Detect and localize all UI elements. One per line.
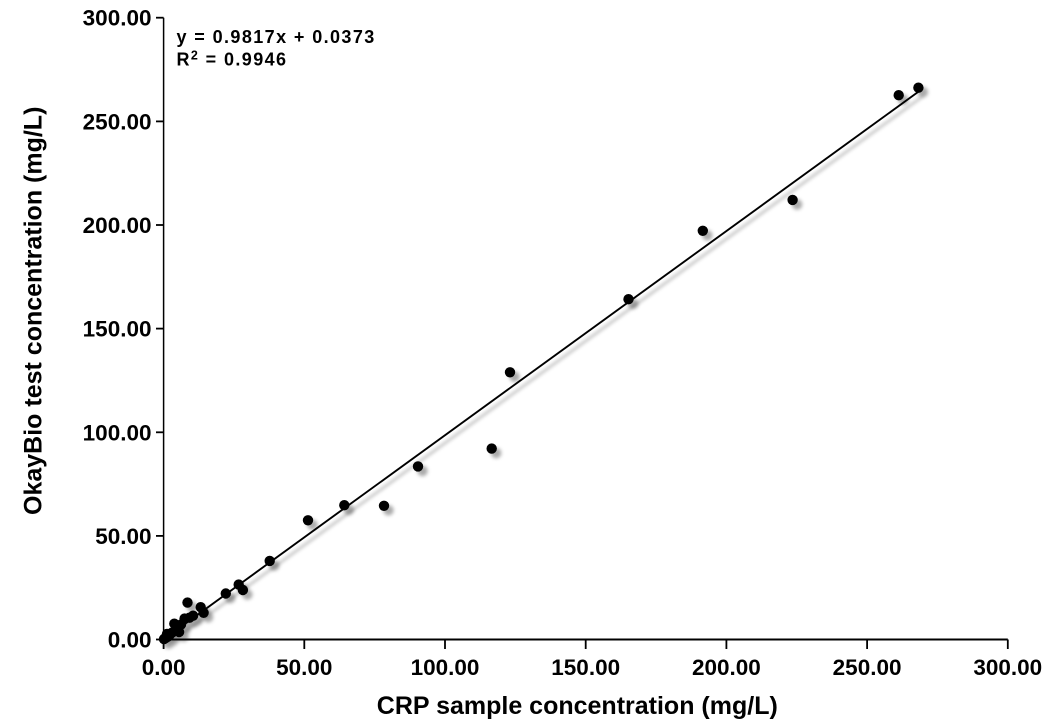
svg-text:250.00: 250.00: [833, 655, 902, 680]
svg-text:R2 = 0.9946: R2 = 0.9946: [177, 49, 288, 70]
svg-text:200.00: 200.00: [692, 655, 761, 680]
svg-text:0.00: 0.00: [142, 655, 186, 680]
svg-text:OkayBio test concentration (mg: OkayBio test concentration (mg/L): [20, 107, 48, 515]
svg-text:150.00: 150.00: [551, 655, 620, 680]
svg-text:300.00: 300.00: [83, 6, 152, 31]
svg-text:50.00: 50.00: [95, 524, 151, 549]
svg-text:100.00: 100.00: [83, 420, 152, 445]
svg-text:0.00: 0.00: [108, 628, 152, 653]
svg-text:150.00: 150.00: [83, 317, 152, 342]
svg-text:200.00: 200.00: [83, 213, 152, 238]
svg-text:100.00: 100.00: [411, 655, 480, 680]
svg-text:300.00: 300.00: [973, 655, 1042, 680]
svg-text:250.00: 250.00: [83, 109, 152, 134]
svg-text:CRP sample concentration (mg/L: CRP sample concentration (mg/L): [377, 692, 778, 720]
svg-text:50.00: 50.00: [276, 655, 332, 680]
svg-text:y = 0.9817x + 0.0373: y = 0.9817x + 0.0373: [177, 27, 376, 47]
